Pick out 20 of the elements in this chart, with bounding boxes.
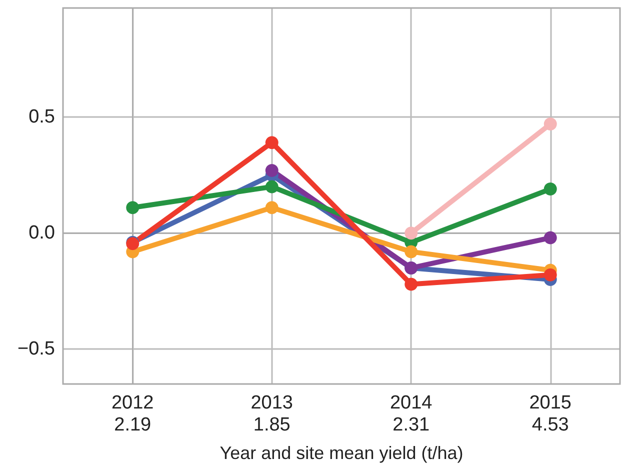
x-tick-label: 2014 2.31 <box>390 392 433 436</box>
point <box>126 201 140 214</box>
point <box>544 118 557 131</box>
point <box>265 164 278 177</box>
y-tick-label: −0.5 <box>17 338 55 360</box>
point <box>544 231 557 244</box>
x-tick-label: 2015 4.53 <box>529 392 572 436</box>
x-tick-label: 2013 1.85 <box>250 392 294 436</box>
y-tick-label: 0.0 <box>28 222 55 244</box>
point <box>265 136 278 150</box>
y-tick-label: 0.5 <box>28 106 55 128</box>
point <box>404 278 418 291</box>
x-axis-title: Year and site mean yield (t/ha) <box>220 443 464 463</box>
point <box>404 226 418 240</box>
point <box>544 182 557 196</box>
x-tick-label: 2012 2.19 <box>111 392 154 436</box>
point <box>265 180 278 194</box>
point <box>265 201 278 214</box>
point <box>544 268 557 282</box>
point <box>404 245 418 258</box>
